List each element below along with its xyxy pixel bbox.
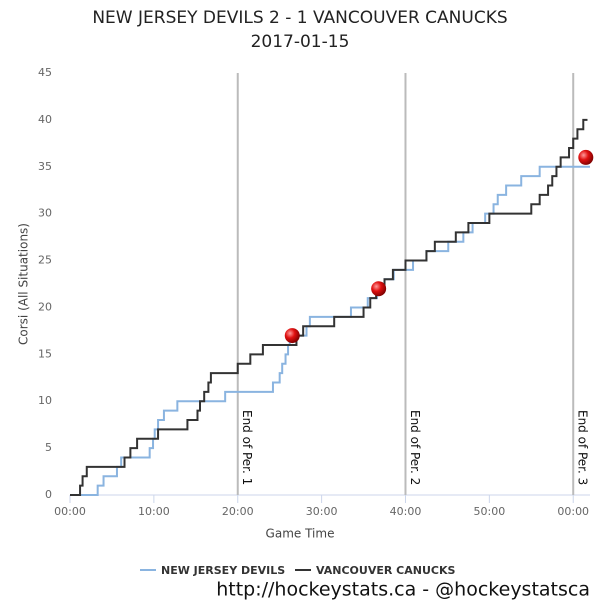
- y-tick-label: 20: [38, 300, 52, 313]
- x-tick-label: 00:00: [557, 505, 589, 518]
- legend-label: NEW JERSEY DEVILS: [161, 564, 285, 577]
- y-tick-label: 10: [38, 394, 52, 407]
- y-tick-label: 35: [38, 160, 52, 173]
- goal-marker: [578, 149, 594, 165]
- period-label: End of Per. 2: [408, 410, 422, 485]
- footer: http://hockeystats.ca - @hockeystatsca: [216, 579, 590, 600]
- x-tick-label: 30:00: [306, 505, 338, 518]
- x-tick-label: 40:00: [390, 505, 422, 518]
- y-tick-label: 0: [45, 488, 52, 501]
- y-tick-label: 25: [38, 254, 52, 267]
- x-tick-label: 20:00: [222, 505, 254, 518]
- x-tick-label: 00:00: [54, 505, 86, 518]
- y-tick-label: 15: [38, 347, 52, 360]
- period-label: End of Per. 1: [240, 410, 254, 485]
- x-tick-label: 50:00: [474, 505, 506, 518]
- x-axis-label: Game Time: [266, 527, 335, 541]
- y-tick-label: 5: [45, 441, 52, 454]
- y-tick-label: 45: [38, 66, 52, 79]
- goal-marker: [284, 328, 300, 344]
- goal-marker: [371, 281, 387, 297]
- y-tick-label: 40: [38, 113, 52, 126]
- legend-label: VANCOUVER CANUCKS: [316, 564, 455, 577]
- period-label: End of Per. 3: [576, 410, 590, 485]
- series-line: [70, 118, 588, 496]
- y-axis-label: Corsi (All Situations): [17, 223, 31, 345]
- y-tick-label: 30: [38, 207, 52, 220]
- chart-title: NEW JERSEY DEVILS 2 - 1 VANCOUVER CANUCK…: [92, 8, 507, 28]
- chart-subtitle: 2017-01-15: [251, 32, 350, 52]
- x-tick-label: 10:00: [138, 505, 170, 518]
- series-line: [70, 165, 590, 496]
